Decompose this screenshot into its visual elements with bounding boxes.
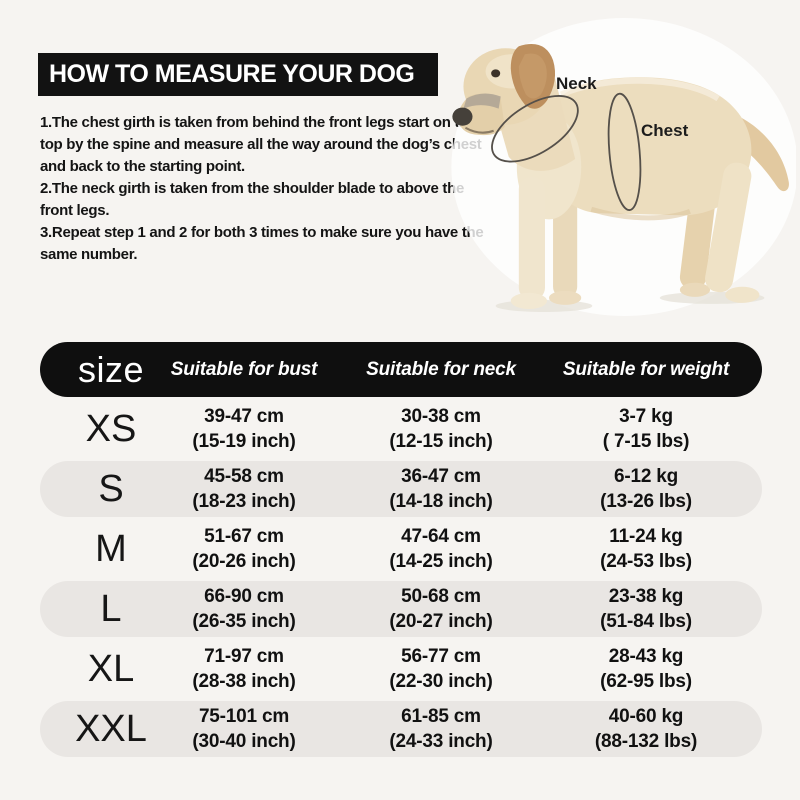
chest-label: Chest <box>641 121 689 140</box>
weight-lbs: (62-95 lbs) <box>600 671 692 692</box>
weight-cell: 23-38 kg (51-84 lbs) <box>546 579 746 639</box>
weight-kg: 6-12 kg <box>613 466 679 487</box>
measuring-instructions: 1.The chest girth is taken from behind t… <box>40 112 490 266</box>
column-header-neck: Suitable for neck <box>366 358 516 380</box>
bust-inch: (28-38 inch) <box>192 671 296 692</box>
instruction-step-3: 3.Repeat step 1 and 2 for both 3 times t… <box>40 224 484 263</box>
neck-inch: (24-33 inch) <box>389 731 493 752</box>
weight-lbs: ( 7-15 lbs) <box>602 431 690 452</box>
bust-inch: (30-40 inch) <box>192 731 296 752</box>
dog-illustration <box>451 18 796 316</box>
neck-cm: 36-47 cm <box>401 466 481 487</box>
weight-cell: 11-24 kg (24-53 lbs) <box>546 519 746 579</box>
table-row-xl: XL 71-97 cm (28-38 inch) 56-77 cm (22-30… <box>40 639 762 699</box>
weight-lbs: (88-132 lbs) <box>594 731 698 752</box>
bust-cell: 66-90 cm (26-35 inch) <box>144 579 344 639</box>
bust-inch: (20-26 inch) <box>192 551 296 572</box>
table-row-m: M 51-67 cm (20-26 inch) 47-64 cm (14-25 … <box>40 519 762 579</box>
neck-cell: 50-68 cm (20-27 inch) <box>341 579 541 639</box>
neck-inch: (12-15 inch) <box>389 431 493 452</box>
table-row-l: L 66-90 cm (26-35 inch) 50-68 cm (20-27 … <box>40 579 762 639</box>
bust-inch: (18-23 inch) <box>192 491 296 512</box>
size-cell: XL <box>87 647 135 690</box>
weight-cell: 28-43 kg (62-95 lbs) <box>546 639 746 699</box>
neck-cm: 61-85 cm <box>401 706 481 727</box>
dog-body <box>544 77 752 216</box>
neck-inch: (14-25 inch) <box>389 551 493 572</box>
size-cell: XXL <box>75 707 147 750</box>
bust-cm: 71-97 cm <box>204 646 284 667</box>
column-header-bust: Suitable for bust <box>170 358 318 380</box>
size-table: size Suitable for bust Suitable for neck… <box>40 342 762 759</box>
neck-inch: (20-27 inch) <box>389 611 493 632</box>
table-header: size Suitable for bust Suitable for neck… <box>40 342 762 397</box>
size-cell: M <box>95 527 127 570</box>
column-header-size: size <box>77 348 145 390</box>
column-header-weight: Suitable for weight <box>562 358 730 380</box>
weight-lbs: (24-53 lbs) <box>600 551 692 572</box>
bust-cell: 45-58 cm (18-23 inch) <box>144 459 344 519</box>
bust-cell: 51-67 cm (20-26 inch) <box>144 519 344 579</box>
bust-inch: (26-35 inch) <box>192 611 296 632</box>
size-cell: XS <box>85 407 137 450</box>
neck-cell: 56-77 cm (22-30 inch) <box>341 639 541 699</box>
bust-cell: 39-47 cm (15-19 inch) <box>144 399 344 459</box>
dog-nose <box>452 107 473 126</box>
size-cell: L <box>100 587 122 630</box>
neck-label: Neck <box>556 74 597 93</box>
weight-kg: 28-43 kg <box>608 646 684 667</box>
weight-kg: 3-7 kg <box>619 406 673 427</box>
weight-lbs: (13-26 lbs) <box>600 491 692 512</box>
table-row-xs: XS 39-47 cm (15-19 inch) 30-38 cm (12-15… <box>40 399 762 459</box>
neck-cell: 30-38 cm (12-15 inch) <box>341 399 541 459</box>
weight-kg: 11-24 kg <box>609 526 683 547</box>
neck-cell: 61-85 cm (24-33 inch) <box>341 699 541 759</box>
weight-kg: 23-38 kg <box>608 586 684 607</box>
weight-lbs: (51-84 lbs) <box>600 611 692 632</box>
dog-eye <box>491 69 501 78</box>
dog-measurement-diagram: Neck Chest <box>448 16 796 318</box>
neck-cell: 36-47 cm (14-18 inch) <box>341 459 541 519</box>
instruction-step-2: 2.The neck girth is taken from the shoul… <box>40 180 464 219</box>
weight-cell: 6-12 kg (13-26 lbs) <box>546 459 746 519</box>
bust-cell: 71-97 cm (28-38 inch) <box>144 639 344 699</box>
title-bar: HOW TO MEASURE YOUR DOG <box>38 53 438 96</box>
weight-cell: 40-60 kg (88-132 lbs) <box>546 699 746 759</box>
weight-kg: 40-60 kg <box>608 706 684 727</box>
neck-cm: 30-38 cm <box>401 406 481 427</box>
table-row-xxl: XXL 75-101 cm (30-40 inch) 61-85 cm (24-… <box>40 699 762 759</box>
bust-inch: (15-19 inch) <box>192 431 296 452</box>
neck-measure-line <box>491 95 579 163</box>
neck-cm: 50-68 cm <box>401 586 481 607</box>
neck-cm: 56-77 cm <box>401 646 481 667</box>
neck-cell: 47-64 cm (14-25 inch) <box>341 519 541 579</box>
bust-cm: 66-90 cm <box>204 586 284 607</box>
weight-cell: 3-7 kg ( 7-15 lbs) <box>546 399 746 459</box>
neck-inch: (14-18 inch) <box>389 491 493 512</box>
table-row-s: S 45-58 cm (18-23 inch) 36-47 cm (14-18 … <box>40 459 762 519</box>
size-cell: S <box>98 467 124 510</box>
bust-cm: 51-67 cm <box>204 526 284 547</box>
instruction-step-1: 1.The chest girth is taken from behind t… <box>40 114 482 175</box>
bust-cm: 75-101 cm <box>198 706 290 727</box>
page-title: HOW TO MEASURE YOUR DOG <box>49 60 415 88</box>
neck-cm: 47-64 cm <box>401 526 481 547</box>
chest-measure-line <box>607 92 642 211</box>
bust-cm: 39-47 cm <box>204 406 284 427</box>
bust-cell: 75-101 cm (30-40 inch) <box>144 699 344 759</box>
neck-inch: (22-30 inch) <box>389 671 493 692</box>
bust-cm: 45-58 cm <box>204 466 284 487</box>
